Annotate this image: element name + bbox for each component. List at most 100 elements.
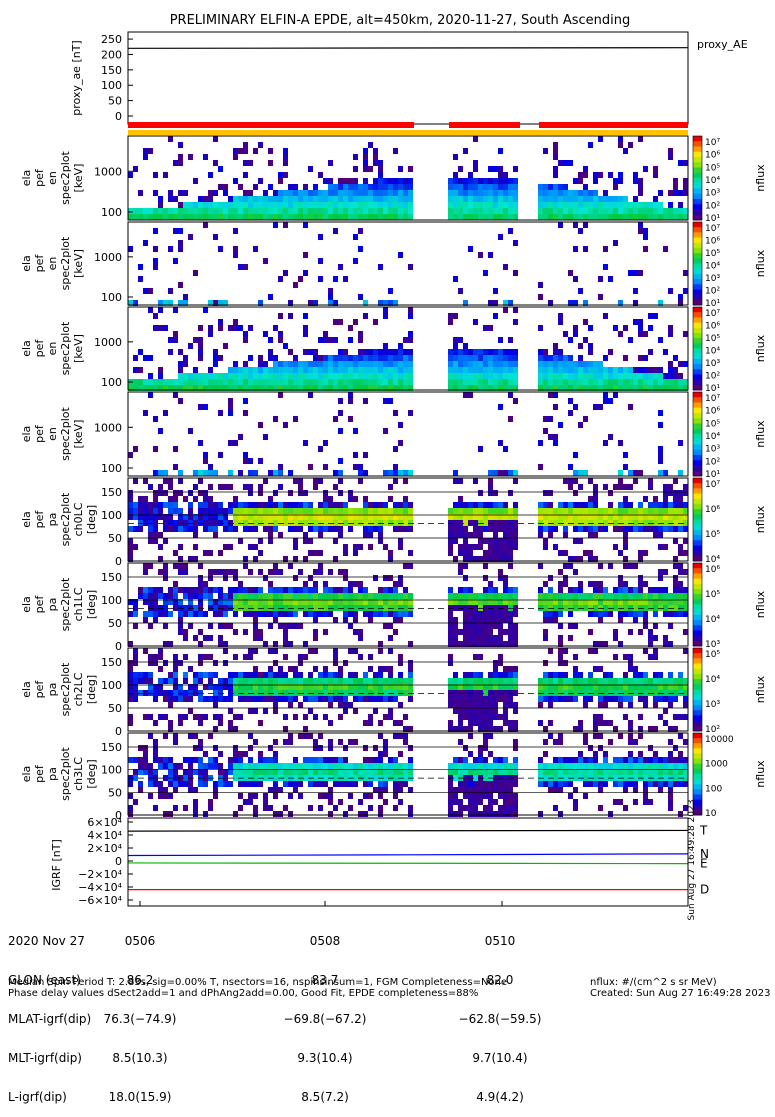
spectrogram-cell xyxy=(153,172,158,178)
spectrogram-cell xyxy=(278,484,283,490)
igrf-ytick-label: −2×10⁴ xyxy=(78,868,122,881)
spectrogram-cell xyxy=(153,739,158,745)
spectrogram-cell xyxy=(673,373,678,379)
spectrogram-cell xyxy=(183,678,188,684)
spectrogram-cell xyxy=(483,520,488,526)
footer-created: Created: Sun Aug 27 16:49:28 2023 xyxy=(590,988,771,999)
spectrogram-cell xyxy=(198,660,203,666)
spectrogram-cell xyxy=(293,544,298,550)
spectrogram-cell xyxy=(258,422,263,428)
spectrogram-cell xyxy=(653,379,658,385)
spectrogram-cell xyxy=(318,172,323,178)
spectrogram-cell xyxy=(303,349,308,355)
spectrogram-cell xyxy=(143,757,148,763)
spectrogram-cell xyxy=(278,337,283,343)
spectrogram-cell xyxy=(303,690,308,696)
spectrogram-cell xyxy=(263,385,268,391)
spectrogram-cell xyxy=(508,811,513,817)
spectrogram-cell xyxy=(478,745,483,751)
spectrogram-cell xyxy=(318,202,323,208)
spectrogram-cell xyxy=(593,611,598,617)
spectrogram-cell xyxy=(543,751,548,757)
spectrogram-cell xyxy=(348,793,353,799)
spectrogram-cell xyxy=(128,496,133,502)
spectrogram-cell xyxy=(193,270,198,276)
spectrogram-cell xyxy=(293,690,298,696)
spectrogram-cell xyxy=(393,793,398,799)
spectrogram-cell xyxy=(493,593,498,599)
spectrogram-cell xyxy=(353,672,358,678)
spectrogram-cell xyxy=(263,696,268,702)
spectrogram-cell xyxy=(253,781,258,787)
spectrogram-cell xyxy=(593,769,598,775)
spectrogram-cell xyxy=(348,184,353,190)
spectrogram-cell xyxy=(468,720,473,726)
spectrogram-cell xyxy=(338,178,343,184)
spectrogram-cell xyxy=(493,544,498,550)
spectrogram-cell xyxy=(493,623,498,629)
spectrogram-cell xyxy=(473,672,478,678)
colorbar-cell xyxy=(693,583,702,590)
spectrogram-cell xyxy=(188,763,193,769)
spectrogram-cell xyxy=(563,775,568,781)
spectrogram-cell xyxy=(603,672,608,678)
spectrogram-cell xyxy=(293,190,298,196)
spectrogram-cell xyxy=(393,446,398,452)
spectrogram-cell xyxy=(608,763,613,769)
spectrogram-cell xyxy=(603,440,608,446)
spectrogram-cell xyxy=(378,672,383,678)
spectrogram-cell xyxy=(223,593,228,599)
colorbar-tick-label: 10⁴ xyxy=(705,615,720,625)
spectrogram-cell xyxy=(273,502,278,508)
spectrogram-cell xyxy=(658,544,663,550)
spectrogram-cell xyxy=(633,373,638,379)
spectrogram-cell xyxy=(608,208,613,214)
spectrogram-cell xyxy=(568,379,573,385)
spectrogram-cell xyxy=(668,684,673,690)
spectrogram-cell xyxy=(458,739,463,745)
spectrogram-cell xyxy=(273,373,278,379)
spectrogram-cell xyxy=(473,708,478,714)
spectrogram-cell xyxy=(608,599,613,605)
spectrogram-cell xyxy=(253,666,258,672)
spectrogram-cell xyxy=(618,136,623,142)
spectrogram-cell xyxy=(243,520,248,526)
spectrogram-cell xyxy=(333,196,338,202)
spectrogram-cell xyxy=(128,300,133,306)
spectrogram-cell xyxy=(348,672,353,678)
spectrogram-cell xyxy=(153,379,158,385)
spectrogram-cell xyxy=(248,733,253,739)
spectrogram-cell xyxy=(203,458,208,464)
spectrogram-cell xyxy=(633,379,638,385)
colorbar-cell xyxy=(693,625,702,631)
spectrogram-cell xyxy=(483,641,488,647)
spectrogram-cell xyxy=(463,178,468,184)
spectrogram-cell xyxy=(458,196,463,202)
spectrogram-cell xyxy=(363,690,368,696)
spectrogram-cell xyxy=(613,769,618,775)
spectrogram-cell xyxy=(328,288,333,294)
spectrogram-cell xyxy=(303,532,308,538)
spectrogram-cell xyxy=(643,373,648,379)
spectrogram-cell xyxy=(483,361,488,367)
spectrogram-cell xyxy=(468,214,473,220)
spectrogram-cell xyxy=(588,196,593,202)
spectrogram-cell xyxy=(593,178,598,184)
spectrogram-cell xyxy=(608,379,613,385)
spectrogram-cell xyxy=(683,331,688,337)
spectrogram-cell xyxy=(563,581,568,587)
spectrogram-cell xyxy=(383,684,388,690)
spectrogram-cell xyxy=(678,544,683,550)
spectrogram-cell xyxy=(653,751,658,757)
spectrogram-cell xyxy=(633,769,638,775)
spectrogram-cell xyxy=(218,300,223,306)
spectrogram-cell xyxy=(273,690,278,696)
spectrogram-cell xyxy=(153,775,158,781)
spectrogram-cell xyxy=(138,757,143,763)
colorbar-cell xyxy=(693,588,702,595)
spectrogram-cell xyxy=(178,690,183,696)
spectrogram-cell xyxy=(163,811,168,817)
spectrogram-cell xyxy=(263,367,268,373)
spectrogram-cell xyxy=(163,300,168,306)
colorbar-cell xyxy=(693,509,702,515)
